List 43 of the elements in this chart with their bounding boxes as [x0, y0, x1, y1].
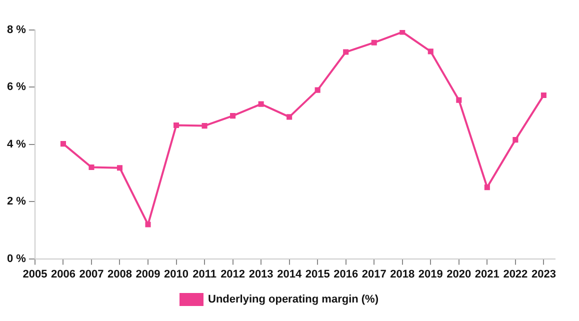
x-tick-label: 2008	[108, 268, 132, 280]
x-tick-label: 2017	[362, 268, 386, 280]
point	[456, 97, 462, 103]
point	[116, 165, 123, 171]
point	[230, 113, 236, 119]
point	[400, 30, 406, 35]
point	[512, 137, 518, 143]
point	[145, 222, 151, 228]
x-tick-label: 2007	[79, 268, 104, 280]
x-tick-label: 2006	[50, 268, 76, 280]
point	[286, 114, 292, 120]
point	[371, 40, 377, 46]
x-tick-label: 2014	[277, 268, 302, 280]
x-tick-label: 2010	[164, 268, 189, 280]
point	[314, 87, 320, 93]
x-tick-label: 2021	[474, 268, 500, 280]
x-tick-label: 2016	[334, 268, 358, 280]
point	[484, 184, 490, 190]
x-tick-label: 2015	[305, 268, 330, 280]
y-tick-label: 4 %	[6, 138, 26, 150]
y-tick-label: 2 %	[6, 196, 26, 208]
point	[88, 164, 94, 170]
legend-label: Underlying operating margin (%)	[208, 294, 379, 306]
y-tick-label: 6 %	[6, 81, 26, 94]
point	[343, 49, 349, 55]
x-tick-label: 2011	[192, 268, 216, 280]
y-tick-label: 0 %	[6, 252, 26, 265]
point	[202, 123, 208, 129]
x-tick-label: 2005	[22, 268, 48, 280]
x-tick-label: 2018	[390, 268, 415, 280]
x-tick-label: 2023	[531, 268, 556, 280]
x-tick-label: 2022	[503, 268, 528, 280]
point	[258, 101, 264, 107]
y-tick-label: 8 %	[6, 24, 26, 36]
point	[428, 48, 434, 54]
x-tick-label: 2009	[136, 268, 160, 280]
point	[174, 122, 180, 128]
x-tick-label: 2020	[446, 268, 472, 280]
x-tick-label: 2012	[220, 268, 246, 280]
x-tick-label: 2013	[248, 268, 274, 280]
point	[540, 92, 546, 98]
x-tick-label: 2019	[418, 268, 443, 280]
point	[60, 141, 66, 147]
